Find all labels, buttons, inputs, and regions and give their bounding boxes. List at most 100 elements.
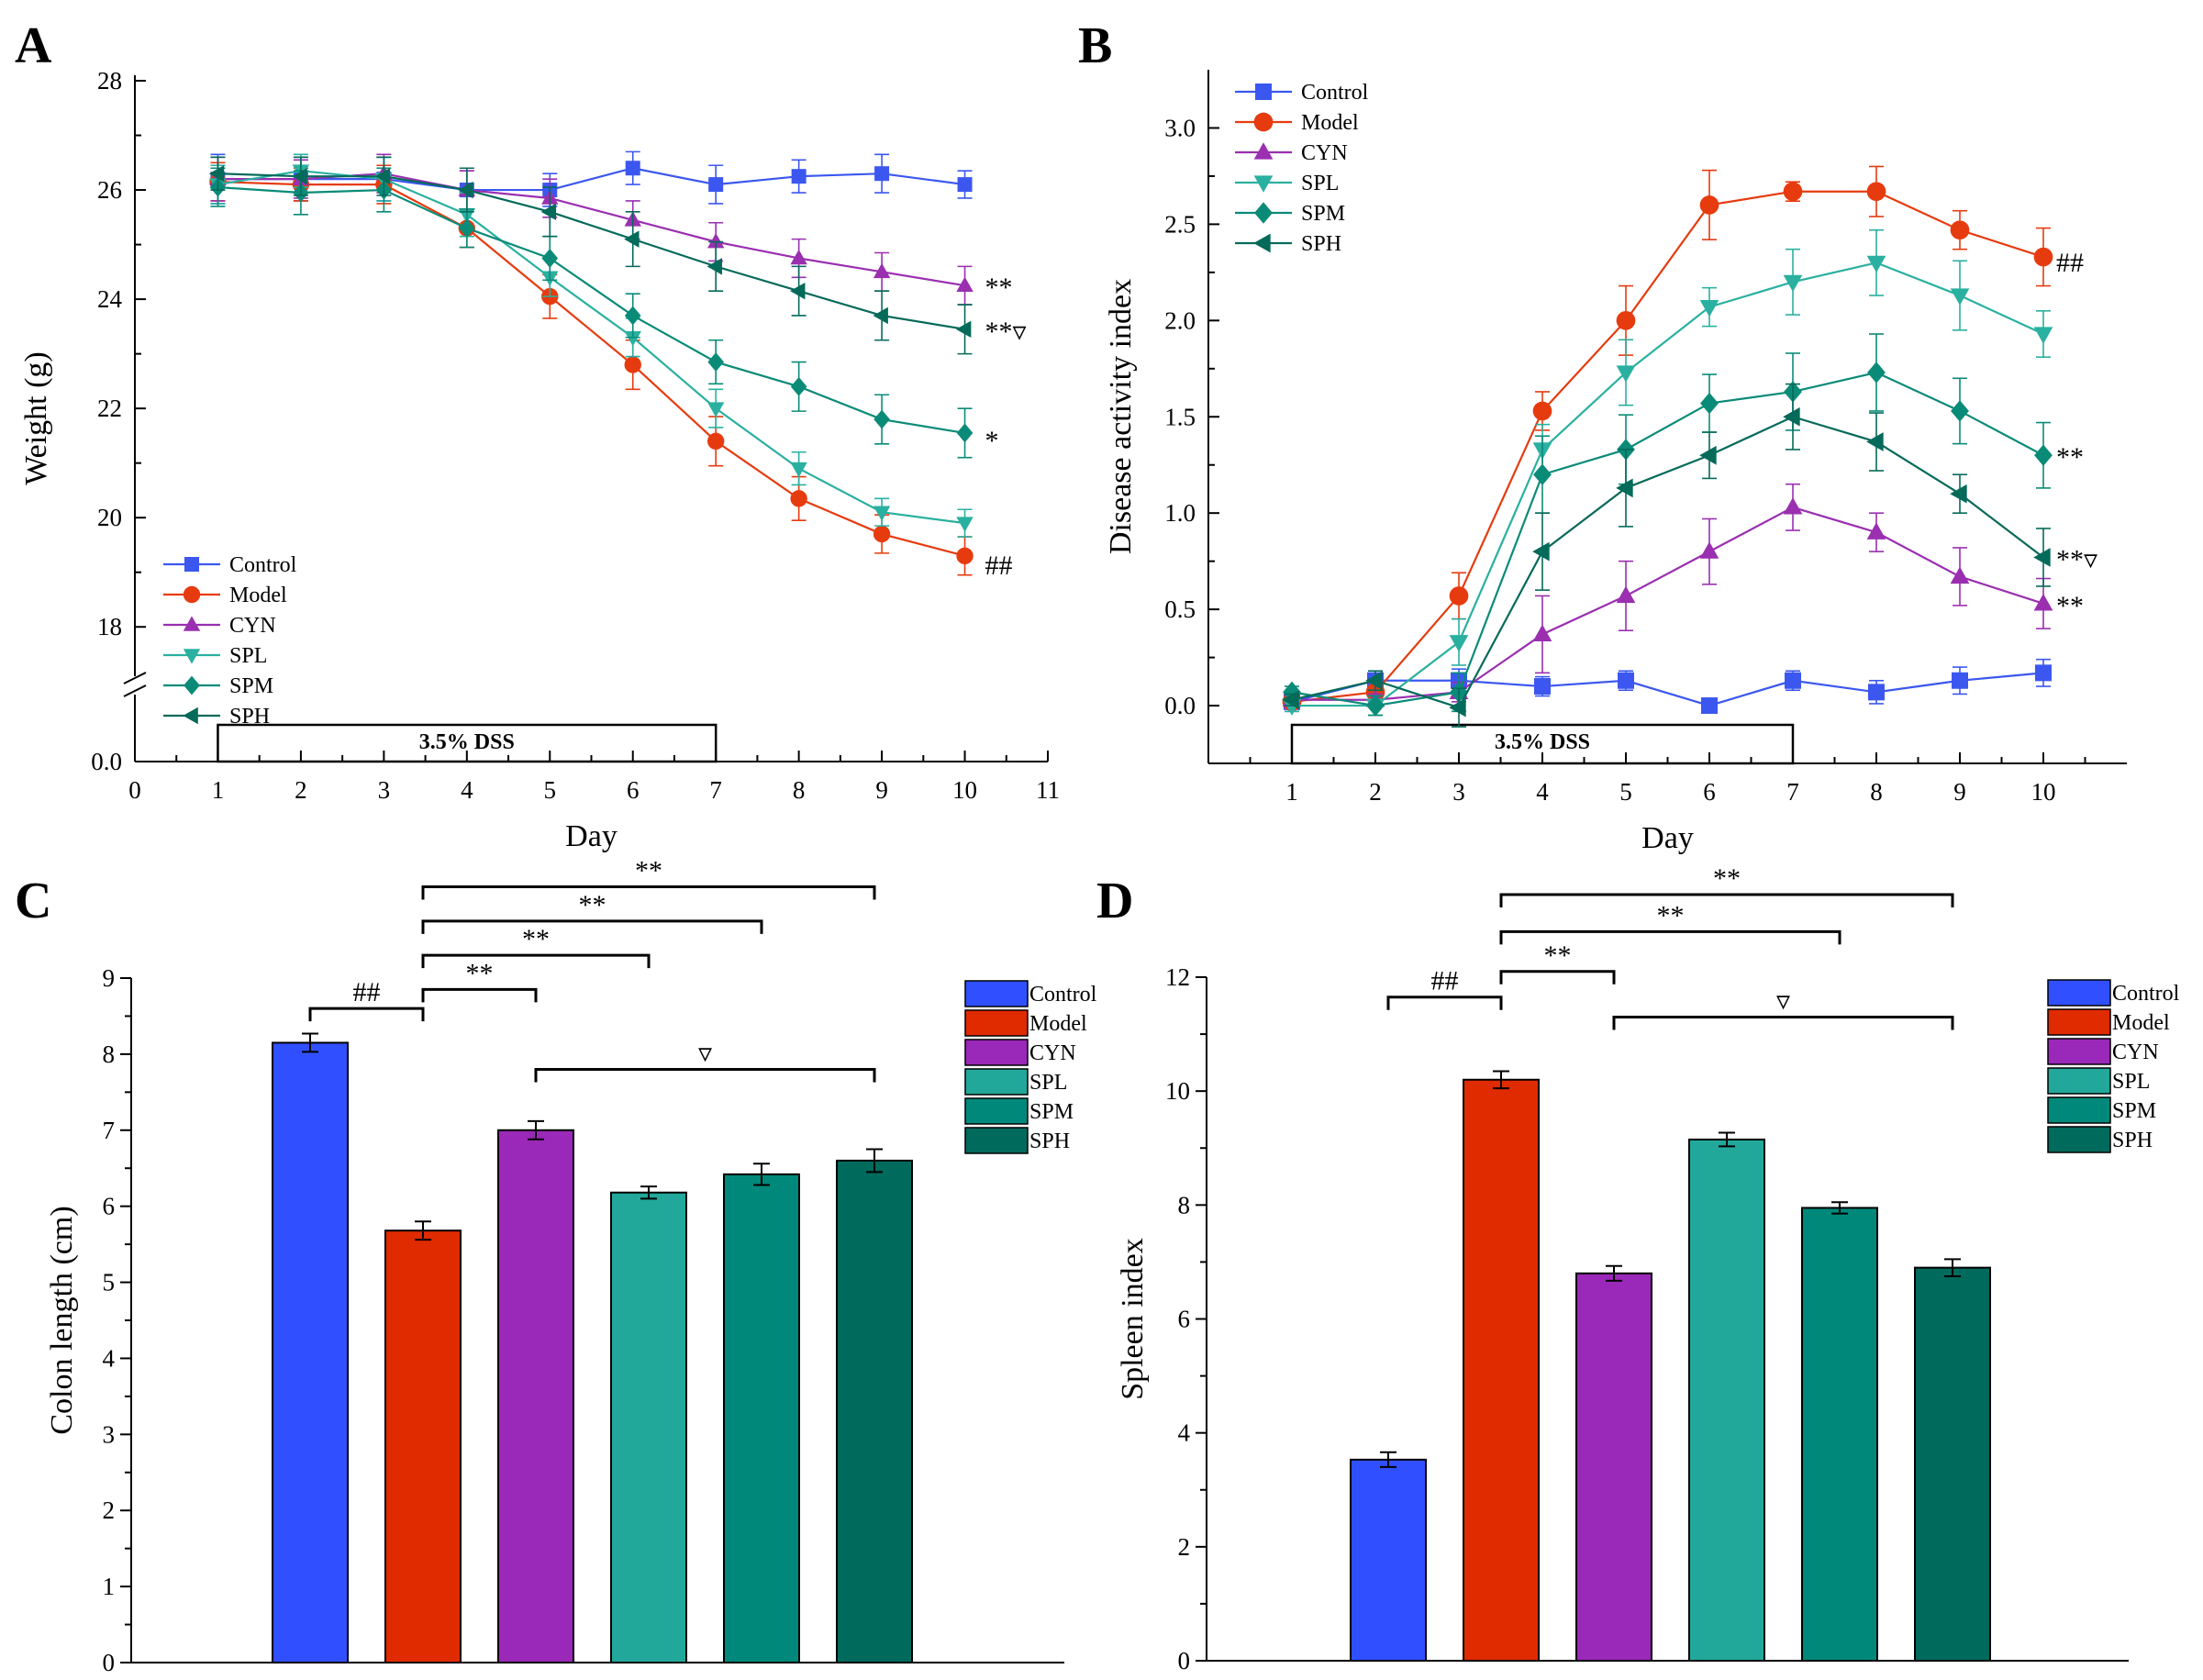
data-point [208, 164, 225, 183]
legend-label: SPL [1029, 1071, 1067, 1095]
bar-model [1463, 1070, 1540, 1662]
data-point [1866, 182, 1886, 202]
x-tick-label: 10 [2031, 778, 2056, 806]
y-tick-label: 3.0 [1164, 114, 1196, 141]
y-axis-title: Colon length (cm) [45, 1206, 79, 1434]
panel-letter: B [1078, 17, 1112, 74]
y-tick-label: 8 [103, 1040, 116, 1068]
x-axis-title: Day [565, 819, 618, 853]
data-point [873, 306, 888, 325]
legend-marker [1253, 233, 1271, 253]
data-point [873, 506, 891, 521]
data-point [1785, 672, 1801, 689]
y-tick-label: 4 [1178, 1419, 1191, 1447]
legend-marker [183, 616, 201, 631]
bracket-line [1499, 929, 1841, 945]
data-point [1699, 299, 1719, 317]
series-cyn [1282, 483, 2053, 707]
bracket-line [1386, 996, 1503, 1010]
data-point [707, 432, 725, 451]
data-point [1950, 288, 1970, 306]
data-point [873, 525, 891, 543]
y-axis-break-mark [123, 684, 147, 697]
data-point [625, 161, 640, 176]
significance-label-sph: **▿ [985, 317, 1027, 347]
legend-entry-spm: SPM [163, 674, 273, 698]
dss-period-label: 3.5% DSS [1495, 730, 1590, 754]
bracket-model-spm: ** [421, 890, 763, 934]
legend-entry-spm: SPM [2047, 1096, 2156, 1124]
legend-label: Model [1301, 111, 1359, 135]
data-point [2034, 444, 2053, 466]
legend-label: Control [2112, 982, 2180, 1006]
bar-rect [384, 1229, 462, 1664]
data-point [1700, 392, 1719, 415]
data-point [956, 517, 974, 532]
bar-spl [610, 1185, 687, 1664]
bar-cyn [1575, 1264, 1652, 1663]
data-point [1449, 586, 1469, 606]
legend-label: CYN [2112, 1040, 2159, 1064]
legend-entry-cyn: CYN [2047, 1038, 2159, 1065]
data-point [1449, 697, 1466, 718]
y-tick-label: 6 [103, 1193, 116, 1220]
x-tick-label: 8 [793, 776, 806, 804]
bracket-model-cyn: ** [421, 958, 538, 1003]
legend-label: SPM [1301, 202, 1345, 226]
series-model [1282, 165, 2053, 712]
data-point [2033, 327, 2053, 344]
data-point [1616, 478, 1633, 498]
legend-swatch [964, 1009, 1029, 1037]
legend-label: CYN [1029, 1041, 1076, 1065]
legend-swatch [964, 1097, 1029, 1125]
data-point [1866, 522, 1886, 540]
panel-letter: D [1096, 873, 1133, 929]
data-point [1951, 400, 1969, 422]
bracket-line [1499, 970, 1616, 985]
significance-label-spm: * [985, 426, 999, 456]
series-line-spm [1291, 371, 2044, 707]
series-spm [1283, 333, 2053, 717]
legend-entry-sph: SPH [964, 1127, 1070, 1154]
data-point [707, 232, 725, 249]
legend-swatch [2047, 1126, 2111, 1153]
bar-rect [836, 1159, 913, 1663]
data-point [873, 262, 891, 279]
bar-rect [1463, 1078, 1540, 1662]
bar-rect [272, 1041, 349, 1663]
series-control [210, 150, 973, 210]
series-line-sph [217, 172, 965, 330]
y-tick-label: 12 [1165, 963, 1190, 991]
legend-label: SPM [229, 674, 273, 698]
legend-entry-control: Control [2047, 979, 2180, 1007]
legend-entry-spm: SPM [1235, 202, 1345, 226]
legend-entry-spl: SPL [2047, 1067, 2150, 1095]
bar-control [1350, 1451, 1427, 1662]
series-model [209, 161, 974, 576]
y-tick-label: 6 [1178, 1306, 1191, 1333]
legend-entry-model: Model [163, 584, 287, 607]
legend-marker [1254, 202, 1273, 224]
legend-swatch [964, 980, 1029, 1007]
legend-marker [1253, 175, 1274, 193]
legend-entry-model: Model [964, 1009, 1087, 1037]
panel-c-colon-length-chart: C 0 1 2 3 4 5 6 7 8 9 Colon length (cm) ## ** ** ** ** ▿ C… [15, 856, 1097, 1676]
x-tick-label: 5 [544, 776, 557, 804]
y-tick-label: 4 [103, 1344, 116, 1372]
legend-entry-control: Control [1235, 81, 1369, 105]
legend-entry-spm: SPM [964, 1097, 1074, 1125]
bracket-model-spm: ** [1499, 900, 1841, 945]
bracket-label: ** [522, 924, 550, 954]
series-line-control [1291, 672, 2044, 707]
legend-label: Control [1029, 983, 1097, 1007]
data-point [790, 249, 807, 265]
bracket-line [421, 987, 538, 1003]
bracket-label: ** [1713, 863, 1741, 894]
data-point [873, 409, 890, 429]
data-point [2033, 247, 2053, 267]
x-tick-label: 4 [461, 776, 473, 804]
data-point [624, 356, 641, 373]
x-tick-label: 6 [1703, 778, 1716, 806]
data-point [1534, 678, 1551, 695]
data-point [874, 166, 890, 182]
